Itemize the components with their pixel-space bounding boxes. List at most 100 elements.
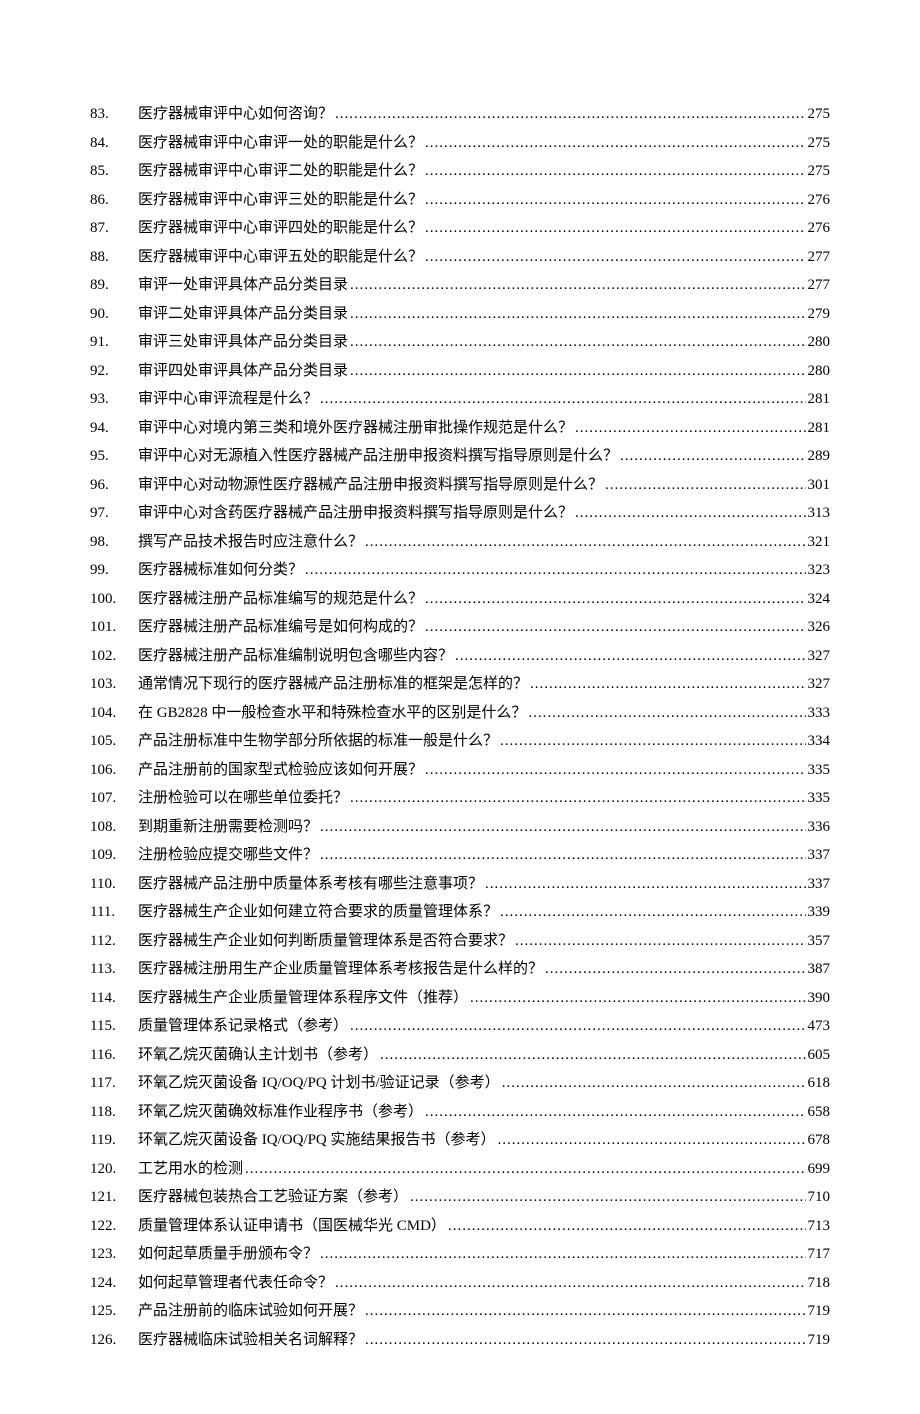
toc-row: 96.审评中心对动物源性医疗器械产品注册申报资料撰写指导原则是什么？301 [90, 471, 830, 500]
toc-leader [448, 1212, 806, 1241]
toc-title: 医疗器械标准如何分类？ [138, 556, 303, 585]
toc-number: 122. [90, 1212, 138, 1241]
toc-title: 审评一处审评具体产品分类目录 [138, 271, 348, 300]
toc-row: 86.医疗器械审评中心审评三处的职能是什么？276 [90, 186, 830, 215]
toc-row: 115.质量管理体系记录格式（参考）473 [90, 1012, 830, 1041]
toc-page-number: 710 [808, 1183, 831, 1212]
toc-title: 通常情况下现行的医疗器械产品注册标准的框架是怎样的？ [138, 670, 528, 699]
toc-number: 120. [90, 1155, 138, 1184]
toc-row: 101.医疗器械注册产品标准编号是如何构成的？326 [90, 613, 830, 642]
toc-row: 126.医疗器械临床试验相关名词解释？719 [90, 1326, 830, 1355]
toc-title: 环氧乙烷灭菌确效标准作业程序书（参考） [138, 1098, 423, 1127]
toc-row: 122.质量管理体系认证申请书（国医械华光 CMD）713 [90, 1212, 830, 1241]
toc-leader [335, 100, 805, 129]
toc-leader [530, 670, 805, 699]
toc-page-number: 699 [808, 1155, 831, 1184]
toc-leader [425, 129, 805, 158]
toc-title: 医疗器械注册用生产企业质量管理体系考核报告是什么样的？ [138, 955, 543, 984]
toc-title: 质量管理体系记录格式（参考） [138, 1012, 348, 1041]
toc-title: 环氧乙烷灭菌设备 IQ/OQ/PQ 实施结果报告书（参考） [138, 1126, 496, 1155]
toc-number: 105. [90, 727, 138, 756]
toc-page-number: 337 [808, 841, 831, 870]
toc-row: 118.环氧乙烷灭菌确效标准作业程序书（参考） 658 [90, 1098, 830, 1127]
toc-title: 审评四处审评具体产品分类目录 [138, 357, 348, 386]
toc-page-number: 327 [808, 642, 831, 671]
toc-page-number: 334 [808, 727, 831, 756]
toc-title: 注册检验应提交哪些文件？ [138, 841, 318, 870]
toc-row: 100.医疗器械注册产品标准编写的规范是什么？324 [90, 585, 830, 614]
toc-row: 93.审评中心审评流程是什么？281 [90, 385, 830, 414]
toc-title: 医疗器械包装热合工艺验证方案（参考） [138, 1183, 408, 1212]
toc-page-number: 473 [808, 1012, 831, 1041]
toc-title: 审评二处审评具体产品分类目录 [138, 300, 348, 329]
toc-page-number: 387 [808, 955, 831, 984]
toc-row: 90.审评二处审评具体产品分类目录279 [90, 300, 830, 329]
toc-page-number: 719 [808, 1326, 831, 1355]
toc-title: 审评三处审评具体产品分类目录 [138, 328, 348, 357]
toc-leader [365, 1326, 805, 1355]
toc-page-number: 713 [808, 1212, 831, 1241]
toc-title: 医疗器械生产企业如何建立符合要求的质量管理体系？ [138, 898, 498, 927]
toc-page-number: 313 [808, 499, 831, 528]
toc-row: 107.注册检验可以在哪些单位委托？335 [90, 784, 830, 813]
toc-page-number: 335 [808, 784, 831, 813]
toc-page-number: 301 [808, 471, 831, 500]
toc-row: 121.医疗器械包装热合工艺验证方案（参考） 710 [90, 1183, 830, 1212]
toc-number: 111. [90, 898, 138, 927]
toc-leader [502, 1069, 806, 1098]
toc-number: 107. [90, 784, 138, 813]
toc-title: 环氧乙烷灭菌确认主计划书（参考） [138, 1041, 378, 1070]
toc-number: 87. [90, 214, 138, 243]
toc-row: 89.审评一处审评具体产品分类目录277 [90, 271, 830, 300]
toc-page-number: 717 [808, 1240, 831, 1269]
toc-leader [605, 471, 805, 500]
toc-page: 83.医疗器械审评中心如何咨询？27584.医疗器械审评中心审评一处的职能是什么… [0, 0, 920, 1414]
toc-row: 114.医疗器械生产企业质量管理体系程序文件（推荐）390 [90, 984, 830, 1013]
toc-number: 124. [90, 1269, 138, 1298]
toc-row: 85.医疗器械审评中心审评二处的职能是什么？275 [90, 157, 830, 186]
toc-page-number: 618 [808, 1069, 831, 1098]
toc-page-number: 276 [808, 186, 831, 215]
toc-leader [500, 727, 805, 756]
toc-page-number: 277 [808, 271, 831, 300]
toc-number: 96. [90, 471, 138, 500]
toc-number: 118. [90, 1098, 138, 1127]
toc-row: 95.审评中心对无源植入性医疗器械产品注册申报资料撰写指导原则是什么？289 [90, 442, 830, 471]
toc-leader [455, 642, 805, 671]
toc-number: 126. [90, 1326, 138, 1355]
toc-number: 121. [90, 1183, 138, 1212]
toc-title: 环氧乙烷灭菌设备 IQ/OQ/PQ 计划书/验证记录（参考） [138, 1069, 500, 1098]
toc-leader [528, 699, 805, 728]
toc-page-number: 658 [808, 1098, 831, 1127]
toc-page-number: 678 [808, 1126, 831, 1155]
toc-page-number: 337 [808, 870, 831, 899]
toc-page-number: 336 [808, 813, 831, 842]
toc-leader [305, 556, 805, 585]
toc-row: 110.医疗器械产品注册中质量体系考核有哪些注意事项？337 [90, 870, 830, 899]
toc-number: 93. [90, 385, 138, 414]
toc-title: 产品注册前的临床试验如何开展？ [138, 1297, 363, 1326]
toc-row: 123.如何起草质量手册颁布令？717 [90, 1240, 830, 1269]
toc-leader [545, 955, 805, 984]
toc-leader [575, 499, 805, 528]
toc-number: 103. [90, 670, 138, 699]
toc-number: 85. [90, 157, 138, 186]
toc-leader [335, 1269, 805, 1298]
toc-title: 在 GB2828 中一般检查水平和特殊检查水平的区别是什么？ [138, 699, 526, 728]
toc-row: 102.医疗器械注册产品标准编制说明包含哪些内容？327 [90, 642, 830, 671]
toc-leader [425, 585, 805, 614]
toc-leader [350, 784, 805, 813]
toc-row: 87.医疗器械审评中心审评四处的职能是什么？276 [90, 214, 830, 243]
toc-title: 医疗器械审评中心审评五处的职能是什么？ [138, 243, 423, 272]
toc-title: 审评中心对境内第三类和境外医疗器械注册审批操作规范是什么？ [138, 414, 573, 443]
toc-number: 112. [90, 927, 138, 956]
toc-number: 125. [90, 1297, 138, 1326]
toc-number: 108. [90, 813, 138, 842]
toc-row: 83.医疗器械审评中心如何咨询？275 [90, 100, 830, 129]
toc-row: 112.医疗器械生产企业如何判断质量管理体系是否符合要求？357 [90, 927, 830, 956]
toc-number: 114. [90, 984, 138, 1013]
toc-number: 92. [90, 357, 138, 386]
toc-title: 医疗器械审评中心审评二处的职能是什么？ [138, 157, 423, 186]
toc-title: 医疗器械注册产品标准编号是如何构成的？ [138, 613, 423, 642]
toc-page-number: 335 [808, 756, 831, 785]
